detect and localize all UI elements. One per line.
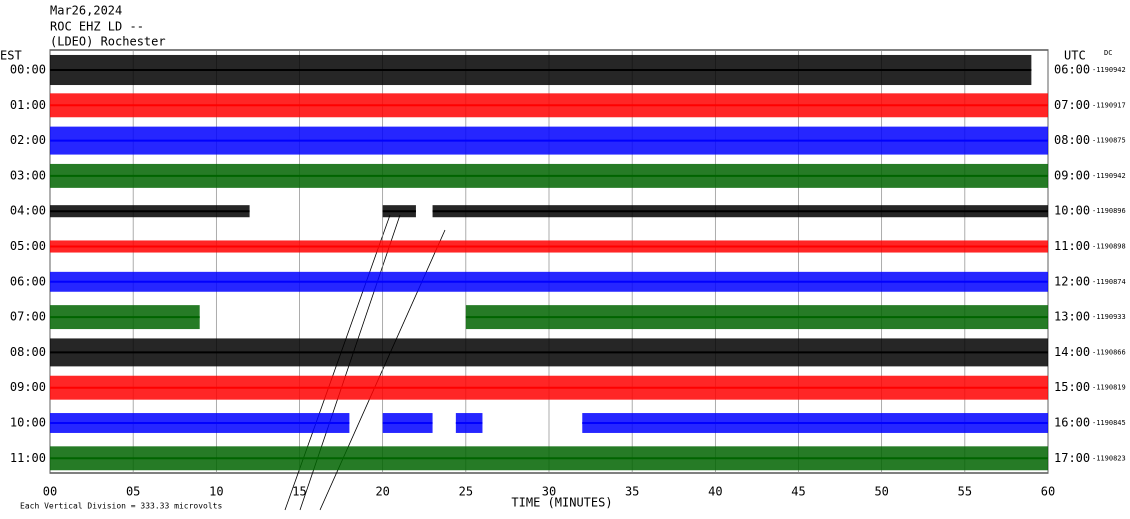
dc-value: -1190942 <box>1092 66 1126 74</box>
title-line: ROC EHZ LD -- <box>50 20 144 34</box>
x-tick-label: 20 <box>375 485 389 499</box>
utc-label: 15:00 <box>1054 380 1090 394</box>
title-line: (LDEO) Rochester <box>50 35 166 49</box>
dc-value: -1190823 <box>1092 454 1126 462</box>
dc-label: DC <box>1104 49 1112 57</box>
x-tick-label: 45 <box>791 485 805 499</box>
x-tick-label: 50 <box>874 485 888 499</box>
est-label: 10:00 <box>10 416 46 430</box>
dc-value: -1190896 <box>1092 207 1126 215</box>
dc-value: -1190866 <box>1092 348 1126 356</box>
est-label: 03:00 <box>10 168 46 182</box>
x-tick-label: 35 <box>625 485 639 499</box>
x-tick-label: 05 <box>126 485 140 499</box>
scale-note: Each Vertical Division = 333.33 microvol… <box>20 502 222 511</box>
dc-value: -1190917 <box>1092 101 1126 109</box>
utc-label: 11:00 <box>1054 239 1090 253</box>
est-label: 06:00 <box>10 274 46 288</box>
x-tick-label: 60 <box>1041 485 1055 499</box>
utc-label: 14:00 <box>1054 345 1090 359</box>
utc-label: 07:00 <box>1054 98 1090 112</box>
x-tick-label: 40 <box>708 485 722 499</box>
right-axis-label: UTC <box>1064 49 1086 63</box>
est-label: 00:00 <box>10 63 46 77</box>
est-label: 07:00 <box>10 310 46 324</box>
utc-label: 17:00 <box>1054 451 1090 465</box>
utc-label: 09:00 <box>1054 168 1090 182</box>
x-axis-label: TIME (MINUTES) <box>511 496 612 510</box>
x-tick-label: 10 <box>209 485 223 499</box>
est-label: 04:00 <box>10 204 46 218</box>
x-tick-label: 00 <box>43 485 57 499</box>
dc-value: -1190875 <box>1092 137 1126 145</box>
title-line: Mar26,2024 <box>50 4 122 18</box>
utc-label: 12:00 <box>1054 274 1090 288</box>
left-axis-label: EST <box>0 49 22 63</box>
dc-value: -1190819 <box>1092 384 1126 392</box>
utc-label: 06:00 <box>1054 63 1090 77</box>
x-tick-label: 30 <box>542 485 556 499</box>
est-label: 08:00 <box>10 345 46 359</box>
est-label: 09:00 <box>10 380 46 394</box>
est-label: 02:00 <box>10 133 46 147</box>
est-label: 01:00 <box>10 98 46 112</box>
dc-value: -1190933 <box>1092 313 1126 321</box>
utc-label: 16:00 <box>1054 416 1090 430</box>
x-tick-label: 25 <box>459 485 473 499</box>
dc-value: -1190845 <box>1092 419 1126 427</box>
est-label: 11:00 <box>10 451 46 465</box>
utc-label: 13:00 <box>1054 310 1090 324</box>
dc-value: -1190942 <box>1092 172 1126 180</box>
est-label: 05:00 <box>10 239 46 253</box>
dc-value: -1190898 <box>1092 243 1126 251</box>
x-tick-label: 55 <box>958 485 972 499</box>
dc-value: -1190874 <box>1092 278 1126 286</box>
utc-label: 08:00 <box>1054 133 1090 147</box>
utc-label: 10:00 <box>1054 204 1090 218</box>
x-tick-label: 15 <box>292 485 306 499</box>
